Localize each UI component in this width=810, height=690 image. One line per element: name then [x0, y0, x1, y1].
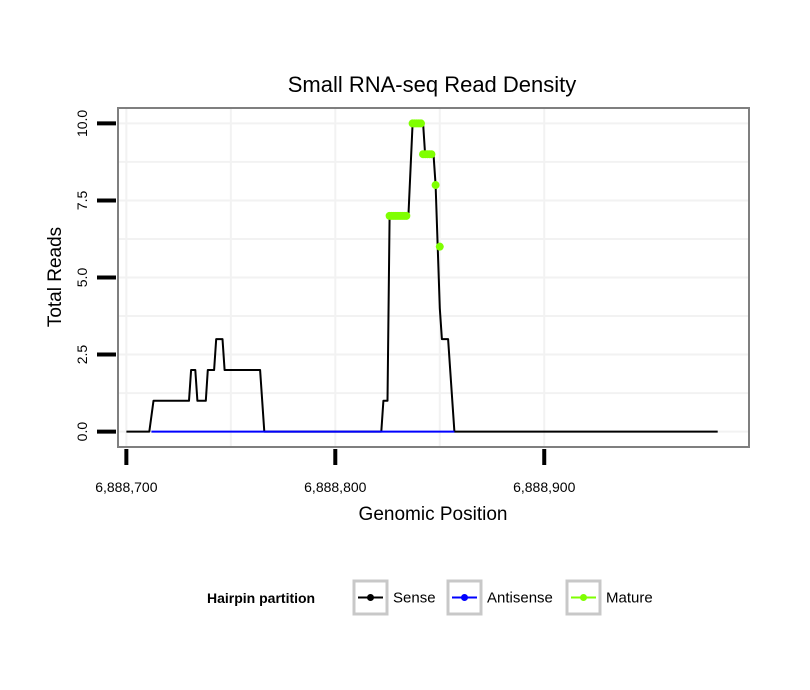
- mature-point: [402, 211, 411, 220]
- chart-title: Small RNA-seq Read Density: [288, 72, 577, 97]
- x-tick-label: 6,888,800: [304, 479, 366, 495]
- legend-key-point: [367, 594, 374, 601]
- y-tick-label: 5.0: [74, 268, 90, 288]
- legend-item-sense: Sense: [352, 579, 436, 616]
- series-layer: [126, 119, 718, 433]
- legend-key-point: [580, 594, 587, 601]
- legend-label: Mature: [606, 590, 653, 607]
- legend-item-antisense: Antisense: [446, 579, 553, 616]
- y-tick-label: 7.5: [74, 191, 90, 211]
- legend-item-mature: Mature: [565, 579, 653, 616]
- axes: 0.0 2.5 5.0 7.5 10.0 6,888,700 6,888,800 6,888,…: [74, 110, 576, 495]
- y-tick-label: 10.0: [74, 110, 90, 137]
- grid: [118, 108, 749, 447]
- x-axis-label: Genomic Position: [359, 504, 508, 525]
- panel-border: [117, 107, 750, 448]
- legend: Hairpin partition Sense Antisense Mature: [207, 579, 653, 616]
- legend-key-point: [461, 594, 468, 601]
- legend-label: Antisense: [487, 590, 553, 607]
- legend-title: Hairpin partition: [207, 590, 315, 606]
- x-tick-label: 6,888,700: [95, 479, 157, 495]
- mature-point: [416, 119, 425, 128]
- x-tick-label: 6,888,900: [513, 479, 575, 495]
- mature-point: [435, 242, 444, 251]
- legend-entries: Sense Antisense Mature: [352, 579, 653, 616]
- mature-point: [431, 181, 440, 190]
- mature-point: [427, 150, 436, 159]
- y-tick-label: 2.5: [74, 345, 90, 365]
- series-line-sense: [126, 122, 718, 433]
- legend-label: Sense: [393, 590, 436, 607]
- y-tick-label: 0.0: [74, 422, 90, 442]
- y-axis-label: Total Reads: [45, 227, 66, 327]
